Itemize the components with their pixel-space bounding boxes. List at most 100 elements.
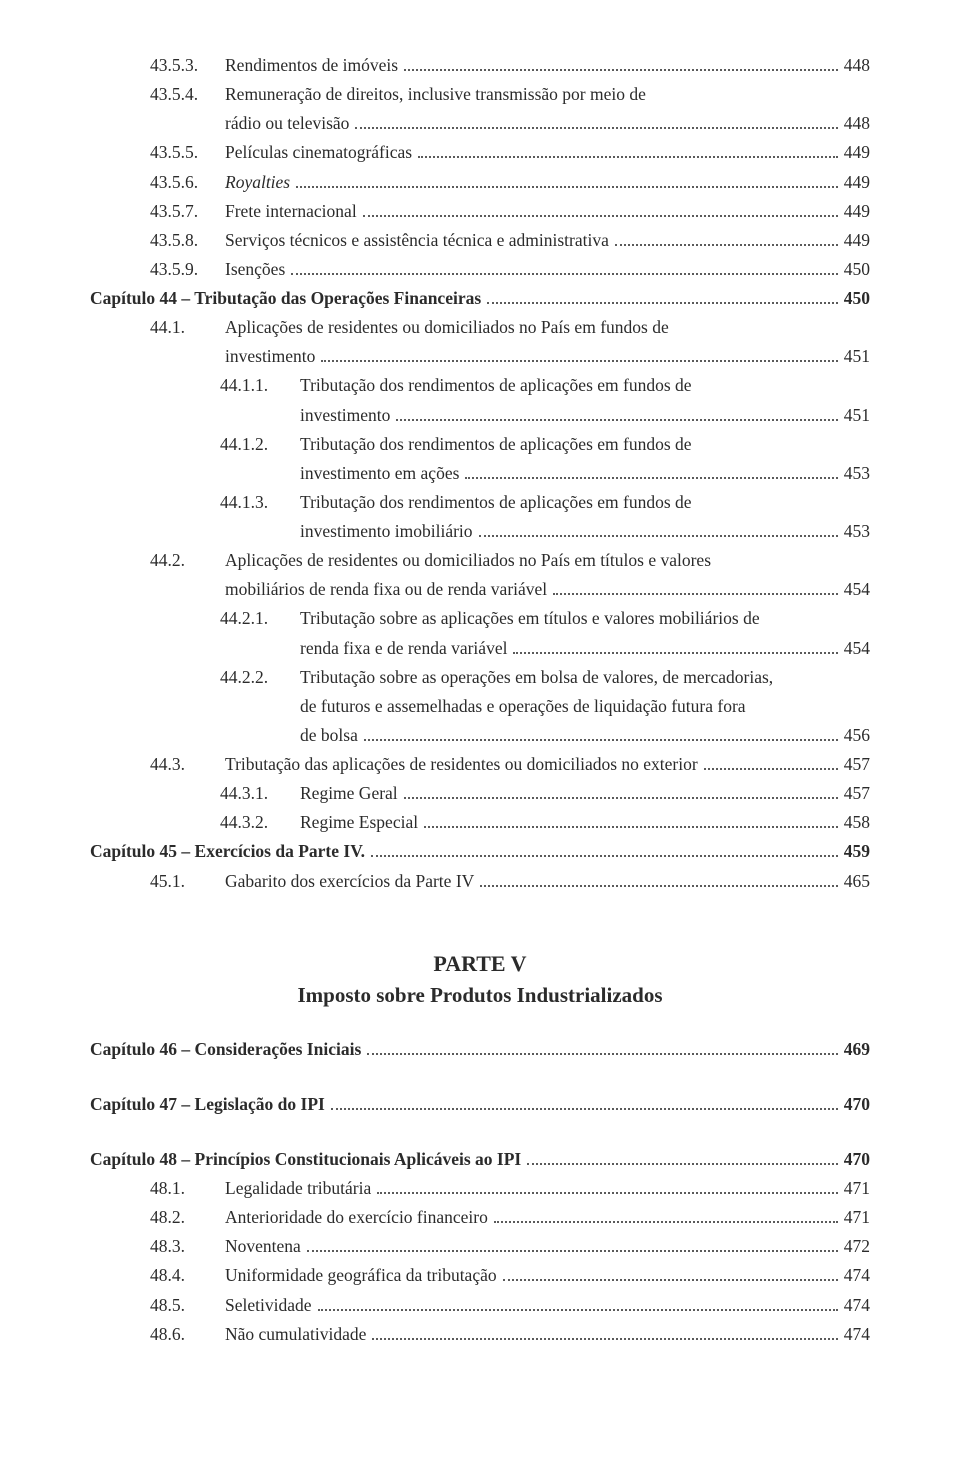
toc-entry: 43.5.9. Isenções450 (90, 256, 870, 283)
toc-entry: 44.1.2. Tributação dos rendimentos de ap… (90, 431, 870, 458)
toc-entry: 43.5.3. Rendimentos de imóveis448 (90, 52, 870, 79)
toc-entry: 48.6. Não cumulatividade 474 (90, 1321, 870, 1348)
toc-entry-continuation: rádio ou televisão448 (90, 110, 870, 137)
part-subtitle: Imposto sobre Produtos Industrializados (90, 983, 870, 1008)
toc-entry-title: Serviços técnicos e assistência técnica … (225, 227, 609, 254)
toc-entry-title: Tributação sobre as operações em bolsa d… (300, 664, 773, 691)
toc-entry-page: 448 (844, 52, 870, 79)
toc-entry-page: 449 (844, 169, 870, 196)
toc-entry: Capítulo 44 – Tributação das Operações F… (90, 285, 870, 312)
toc-entry-number: 43.5.6. (150, 169, 225, 196)
toc-entry-number: 43.5.8. (150, 227, 225, 254)
toc-dot-leader (513, 639, 837, 653)
toc-dot-leader (291, 261, 837, 275)
toc-entry-title: investimento em ações (300, 460, 459, 487)
toc-entry-number: 44.3.1. (220, 780, 300, 807)
toc-entry: Capítulo 45 – Exercícios da Parte IV.459 (90, 838, 870, 865)
toc-entry-number: 43.5.4. (150, 81, 225, 108)
toc-dot-leader (487, 290, 838, 304)
part-heading: PARTE V (90, 951, 870, 977)
toc-entry-title: Legalidade tributária (225, 1175, 371, 1202)
toc-entry-continuation: investimento imobiliário 453 (90, 518, 870, 545)
toc-entry-page: 471 (844, 1204, 870, 1231)
toc-dot-leader (372, 1325, 837, 1339)
toc-entry-title: renda fixa e de renda variável (300, 635, 507, 662)
toc-dot-leader (615, 232, 838, 246)
toc-entry-title: Tributação dos rendimentos de aplicações… (300, 372, 692, 399)
toc-entry: 43.5.5. Películas cinematográficas449 (90, 139, 870, 166)
toc-entry: 44.3. Tributação das aplicações de resid… (90, 751, 870, 778)
toc-entry-continuation: de futuros e assemelhadas e operações de… (90, 693, 870, 720)
toc-dot-leader (553, 581, 838, 595)
toc-entry-title: Não cumulatividade (225, 1321, 366, 1348)
toc-entry-title: investimento imobiliário (300, 518, 473, 545)
toc-dot-leader (377, 1180, 838, 1194)
toc-dot-leader (404, 57, 838, 71)
toc-entry-number: 48.3. (150, 1233, 225, 1260)
toc-entry-page: 465 (844, 868, 870, 895)
toc-entry-continuation: investimento451 (90, 402, 870, 429)
toc-entry-continuation: de bolsa456 (90, 722, 870, 749)
toc-entry: 48.4. Uniformidade geográfica da tributa… (90, 1262, 870, 1289)
toc-entry-title: Uniformidade geográfica da tributação (225, 1262, 497, 1289)
toc-entry-title: Remuneração de direitos, inclusive trans… (225, 81, 646, 108)
toc-entry-page: 454 (844, 576, 870, 603)
toc-entry-title: Seletividade (225, 1292, 312, 1319)
toc-entry-title: rádio ou televisão (225, 110, 349, 137)
toc-entry-title: Tributação dos rendimentos de aplicações… (300, 489, 692, 516)
toc-entry: 43.5.4. Remuneração de direitos, inclusi… (90, 81, 870, 108)
toc-entry-page: 449 (844, 139, 870, 166)
toc-dot-leader (321, 348, 837, 362)
toc-entry-page: 449 (844, 227, 870, 254)
toc-entry: 48.5. Seletividade 474 (90, 1292, 870, 1319)
toc-entry-title: Gabarito dos exercícios da Parte IV (225, 868, 474, 895)
toc-entry-continuation: investimento em ações453 (90, 460, 870, 487)
toc-entry-title: Películas cinematográficas (225, 139, 412, 166)
toc-entry-title: mobiliários de renda fixa ou de renda va… (225, 576, 547, 603)
toc-entry: 44.3.1. Regime Geral457 (90, 780, 870, 807)
toc-entry-page: 450 (844, 256, 870, 283)
toc-entry-title: Capítulo 46 – Considerações Iniciais (90, 1036, 361, 1063)
toc-entry-page: 456 (844, 722, 870, 749)
toc-dot-leader (424, 814, 838, 828)
toc-entry-title: Capítulo 45 – Exercícios da Parte IV. (90, 838, 365, 865)
toc-entry-number: 45.1. (150, 868, 225, 895)
toc-dot-leader (364, 727, 838, 741)
toc-entry-title: Capítulo 48 – Princípios Constitucionais… (90, 1146, 521, 1173)
toc-entry-page: 474 (844, 1321, 870, 1348)
toc-entry-number: 44.3. (150, 751, 225, 778)
toc-entry-number: 48.5. (150, 1292, 225, 1319)
toc-entry-number: 43.5.9. (150, 256, 225, 283)
toc-dot-leader (318, 1296, 838, 1310)
toc-dot-leader (296, 173, 838, 187)
toc-entry-page: 451 (844, 343, 870, 370)
toc-entry-page: 449 (844, 198, 870, 225)
toc-entry-title: Regime Especial (300, 809, 418, 836)
toc-dot-leader (704, 756, 838, 770)
toc-entry-title: Tributação sobre as aplicações em título… (300, 605, 760, 632)
toc-entry-title: de futuros e assemelhadas e operações de… (300, 693, 746, 720)
toc-entry-page: 454 (844, 635, 870, 662)
toc-entry-page: 470 (844, 1091, 870, 1118)
toc-entry: 43.5.6. Royalties 449 (90, 169, 870, 196)
toc-entry: Capítulo 47 – Legislação do IPI470 (90, 1091, 870, 1118)
toc-entry: 48.1. Legalidade tributária471 (90, 1175, 870, 1202)
toc-entry-number: 48.6. (150, 1321, 225, 1348)
toc-entry-title: investimento (225, 343, 315, 370)
toc-entry-page: 474 (844, 1292, 870, 1319)
toc-entry-title: Noventena (225, 1233, 301, 1260)
toc-entry-continuation: renda fixa e de renda variável 454 (90, 635, 870, 662)
toc-entry-page: 453 (844, 518, 870, 545)
toc-entry-page: 450 (844, 285, 870, 312)
toc-dot-leader (371, 843, 838, 857)
toc-entry-title: Frete internacional (225, 198, 357, 225)
toc-entry-number: 44.2. (150, 547, 225, 574)
toc-entry-number: 48.4. (150, 1262, 225, 1289)
toc-entry: 48.2. Anterioridade do exercício finance… (90, 1204, 870, 1231)
toc-entry-title: Aplicações de residentes ou domiciliados… (225, 547, 711, 574)
toc-entry-title: Royalties (225, 169, 290, 196)
toc-dot-leader (331, 1096, 838, 1110)
toc-entry: 44.2.2. Tributação sobre as operações em… (90, 664, 870, 691)
toc-entry-number: 43.5.3. (150, 52, 225, 79)
toc-dot-leader (404, 785, 838, 799)
